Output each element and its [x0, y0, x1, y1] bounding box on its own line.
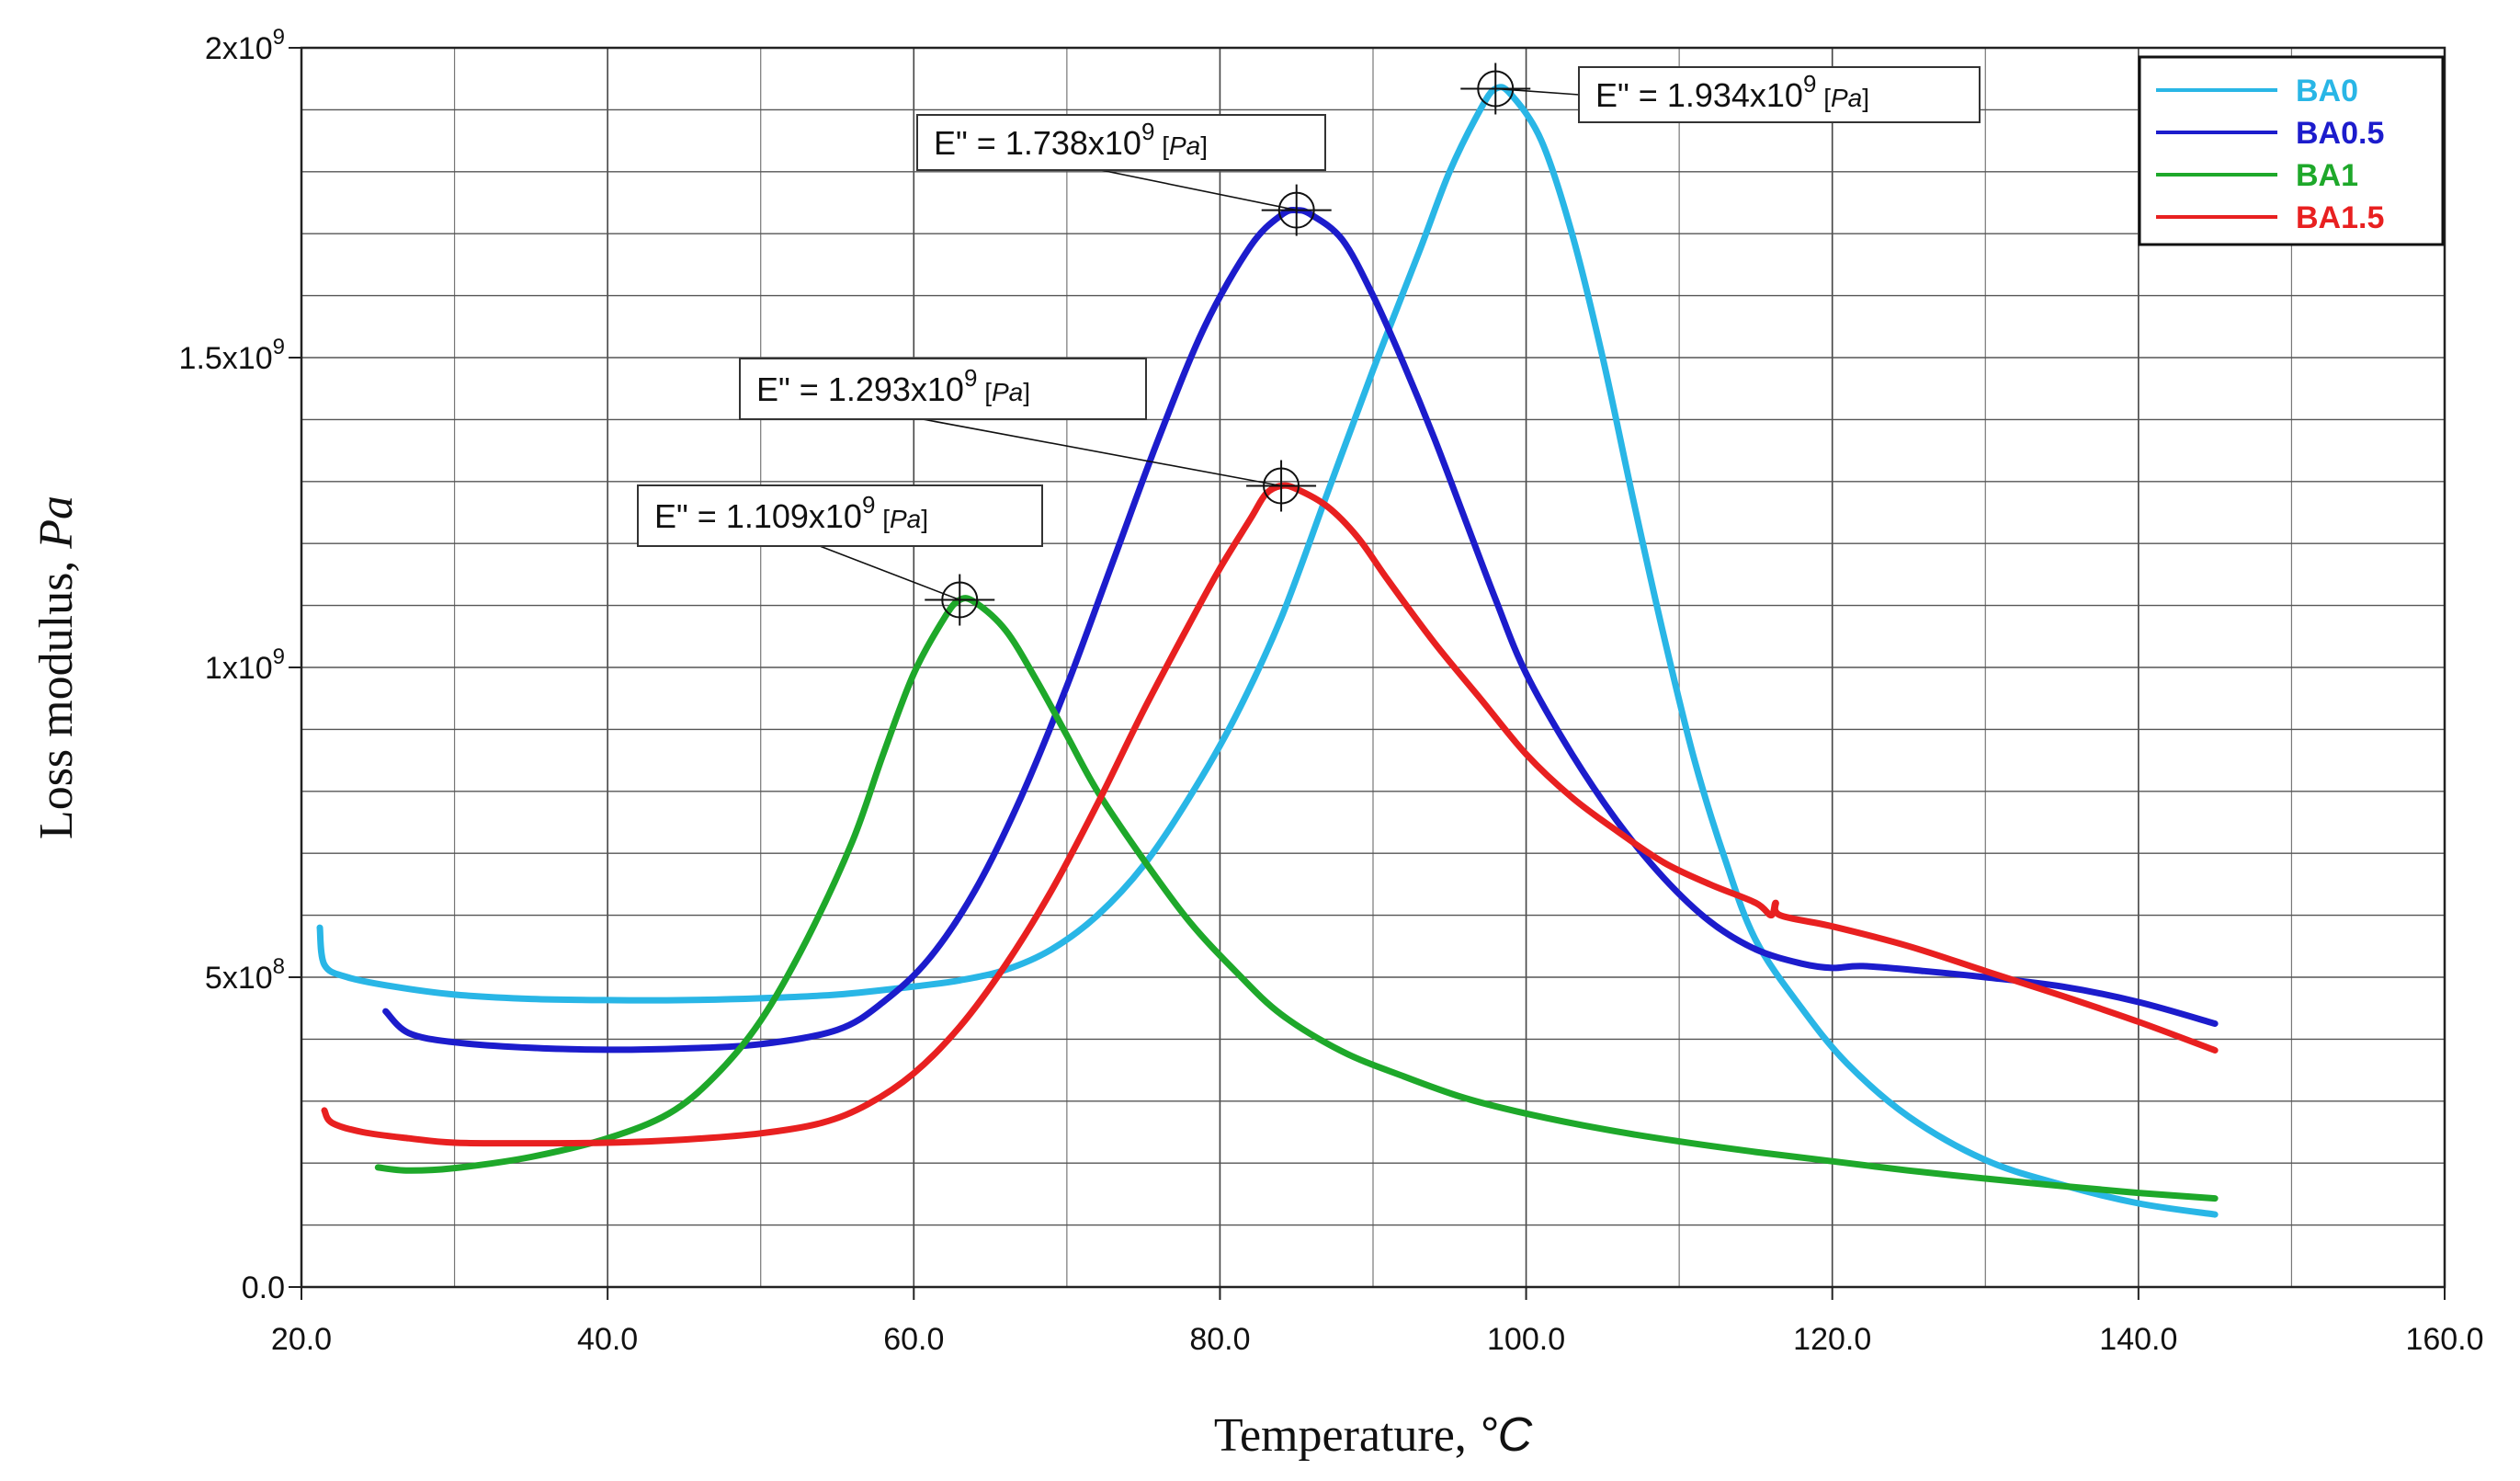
grid [301, 47, 2446, 1288]
x-tick-label: 60.0 [883, 1322, 944, 1357]
x-tick-label: 20.0 [271, 1322, 332, 1357]
annotation-label: E" = 1.109x109 [Pa] [654, 491, 928, 535]
y-axis-title: Loss modulus, Pa [30, 496, 83, 839]
annotation-label: E" = 1.738x109 [Pa] [934, 118, 1208, 162]
x-tick-label: 40.0 [577, 1322, 638, 1357]
x-tick-label: 160.0 [2405, 1322, 2483, 1357]
annotation-label: E" = 1.293x109 [Pa] [756, 364, 1030, 408]
x-tick-label: 120.0 [1793, 1322, 1871, 1357]
y-tick-label: 0.0 [242, 1270, 285, 1305]
legend: BA0 BA0.5 BA1 BA1.5 [2138, 55, 2445, 246]
peak-annotations: E" = 1.934x109 [Pa] E" = 1.738x109 [Pa] E"… [637, 63, 1981, 626]
annotation-leader [1495, 87, 1580, 96]
legend-label: BA0 [2296, 74, 2358, 108]
series-line-ba0 [316, 84, 2219, 1218]
series-lines [316, 84, 2219, 1218]
annotation-box [916, 114, 1326, 171]
x-tick-label: 140.0 [2099, 1322, 2177, 1357]
x-axis-title: Temperature, °C [1214, 1408, 1533, 1462]
annotation-box [637, 484, 1043, 547]
annotation-box [1578, 66, 1981, 123]
y-tick-label: 2x109 [205, 25, 285, 66]
legend-label: BA0.5 [2296, 116, 2384, 151]
legend-label: BA1.5 [2296, 200, 2384, 235]
x-tick-label: 100.0 [1487, 1322, 1565, 1357]
annotation-label: E" = 1.934x109 [Pa] [1595, 70, 1869, 114]
annotation-leader [819, 545, 960, 601]
y-tick-label: 1x109 [205, 644, 285, 686]
series-line-ba1-5 [321, 482, 2219, 1147]
annotation-leader [1100, 169, 1297, 211]
x-tick-label: 80.0 [1189, 1322, 1250, 1357]
annotation-ba1-5: E" = 1.293x109 [Pa] [739, 358, 1317, 512]
annotation-ba0: E" = 1.934x109 [Pa] [1460, 63, 1981, 123]
annotation-ba0-5: E" = 1.738x109 [Pa] [916, 114, 1332, 236]
annotation-box [739, 358, 1147, 420]
axis-ticks: 20.0 40.0 60.0 80.0 100.0 120.0 140.0 160.0 0.0 5… [179, 25, 2484, 1357]
series-line-ba1 [374, 595, 2219, 1202]
series-line-ba0-5 [382, 207, 2219, 1054]
annotation-ba1: E" = 1.109x109 [Pa] [637, 484, 1043, 626]
y-tick-label: 5x108 [205, 954, 285, 996]
legend-label: BA1 [2296, 158, 2358, 193]
annotation-leader [922, 418, 1282, 487]
y-tick-label: 1.5x109 [179, 335, 285, 376]
